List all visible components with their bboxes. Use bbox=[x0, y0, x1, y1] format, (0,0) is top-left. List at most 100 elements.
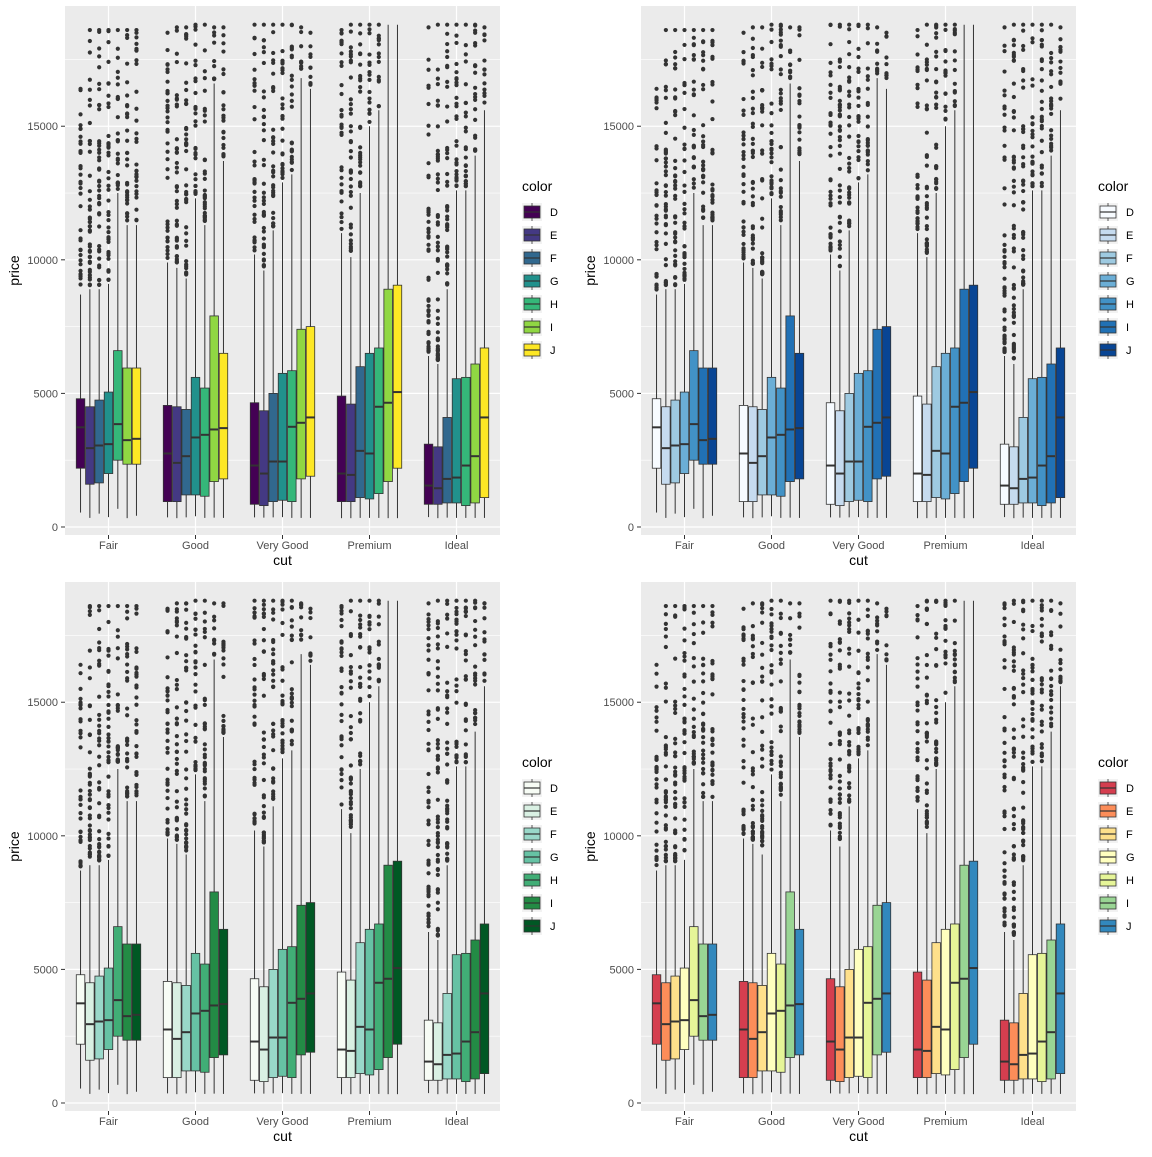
box-body bbox=[461, 952, 471, 1083]
outlier-point bbox=[769, 155, 774, 160]
outlier-point bbox=[769, 180, 774, 185]
outlier-point bbox=[271, 164, 276, 169]
outlier-point bbox=[445, 817, 450, 822]
outlier-point bbox=[865, 636, 870, 641]
outlier-point bbox=[691, 756, 696, 762]
outlier-point bbox=[663, 827, 668, 832]
outlier-point bbox=[847, 169, 852, 174]
outlier-point bbox=[221, 118, 226, 123]
outlier-point bbox=[463, 145, 468, 150]
outlier-point bbox=[654, 777, 659, 782]
outlier-point bbox=[710, 212, 715, 217]
outlier-point bbox=[1030, 727, 1035, 732]
box-body bbox=[766, 376, 777, 496]
outlier-point bbox=[193, 27, 198, 32]
outlier-point bbox=[701, 679, 706, 684]
outlier-point bbox=[691, 35, 696, 40]
x-tick-label: Premium bbox=[347, 1116, 391, 1128]
box-body bbox=[1009, 1022, 1019, 1081]
box-good-D bbox=[162, 606, 173, 1094]
outlier-point bbox=[261, 121, 266, 127]
outlier-point bbox=[174, 705, 179, 710]
outlier-point bbox=[1049, 683, 1054, 689]
box-body bbox=[346, 979, 356, 1079]
outlier-point bbox=[184, 636, 189, 641]
outlier-point bbox=[261, 815, 266, 820]
outlier-point bbox=[348, 155, 353, 160]
box-body bbox=[423, 1019, 434, 1081]
outlier-point bbox=[184, 238, 189, 243]
outlier-point bbox=[924, 808, 929, 814]
outlier-point bbox=[741, 658, 746, 664]
outlier-point bbox=[663, 681, 668, 686]
outlier-point bbox=[701, 756, 706, 761]
box-body bbox=[670, 975, 680, 1060]
outlier-point bbox=[682, 750, 687, 756]
outlier-point bbox=[202, 662, 207, 667]
legend-label: J bbox=[1126, 921, 1132, 933]
outlier-point bbox=[1002, 265, 1007, 270]
outlier-point bbox=[97, 837, 102, 842]
outlier-point bbox=[426, 838, 431, 843]
outlier-point bbox=[308, 52, 313, 57]
outlier-point bbox=[856, 691, 861, 697]
outlier-point bbox=[348, 58, 353, 63]
outlier-point bbox=[750, 768, 755, 774]
outlier-point bbox=[445, 84, 450, 89]
outlier-point bbox=[1021, 275, 1026, 280]
outlier-point bbox=[1021, 248, 1026, 253]
outlier-point bbox=[473, 598, 478, 603]
outlier-point bbox=[261, 195, 266, 200]
outlier-point bbox=[663, 173, 668, 178]
outlier-point bbox=[78, 181, 83, 186]
outlier-point bbox=[184, 125, 189, 131]
outlier-point bbox=[673, 235, 678, 240]
outlier-point bbox=[261, 804, 266, 809]
outlier-point bbox=[837, 215, 842, 220]
outlier-point bbox=[261, 229, 266, 234]
outlier-point bbox=[884, 61, 889, 67]
outlier-point bbox=[934, 720, 939, 725]
outlier-point bbox=[435, 103, 440, 108]
outlier-point bbox=[952, 675, 957, 680]
outlier-point bbox=[1039, 67, 1044, 72]
outlier-point bbox=[663, 148, 668, 153]
outlier-point bbox=[454, 621, 459, 626]
outlier-point bbox=[769, 63, 774, 69]
outlier-point bbox=[915, 656, 920, 661]
outlier-point bbox=[1011, 659, 1016, 664]
outlier-point bbox=[165, 675, 170, 680]
box-good-F bbox=[181, 25, 191, 518]
outlier-point bbox=[682, 654, 687, 659]
outlier-point bbox=[1021, 622, 1026, 627]
outlier-point bbox=[701, 728, 706, 733]
outlier-point bbox=[376, 104, 381, 109]
box-premium-H bbox=[950, 22, 960, 518]
outlier-point bbox=[134, 754, 139, 759]
outlier-point bbox=[769, 761, 774, 767]
box-body bbox=[999, 443, 1010, 505]
outlier-point bbox=[673, 710, 678, 716]
outlier-point bbox=[426, 741, 431, 746]
outlier-point bbox=[797, 150, 802, 155]
outlier-point bbox=[1011, 664, 1016, 669]
outlier-point bbox=[165, 255, 170, 260]
outlier-point bbox=[261, 611, 266, 616]
outlier-point bbox=[184, 191, 189, 197]
outlier-point bbox=[1021, 805, 1026, 810]
outlier-point bbox=[426, 805, 431, 810]
outlier-point bbox=[673, 196, 678, 201]
outlier-point bbox=[289, 605, 294, 610]
legend-key-H: H bbox=[1098, 295, 1134, 313]
box-body bbox=[190, 376, 201, 496]
outlier-point bbox=[87, 97, 92, 102]
outlier-point bbox=[134, 162, 139, 167]
outlier-point bbox=[673, 656, 678, 661]
outlier-point bbox=[1011, 754, 1016, 759]
outlier-point bbox=[760, 813, 765, 818]
outlier-point bbox=[663, 183, 668, 189]
outlier-point bbox=[856, 133, 861, 139]
outlier-point bbox=[924, 607, 929, 613]
outlier-point bbox=[1030, 22, 1035, 27]
